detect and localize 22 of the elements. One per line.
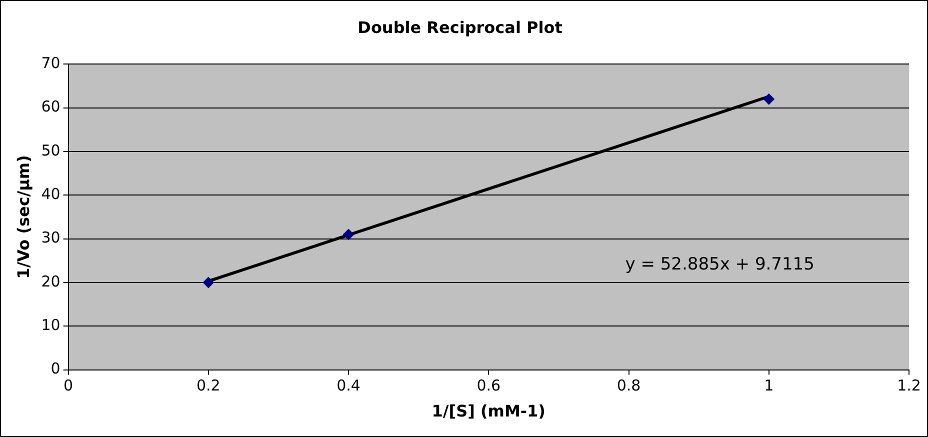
x-tick-label: 0.4 bbox=[336, 376, 360, 395]
x-axis-title: 1/[S] (mM-1) bbox=[432, 402, 546, 421]
point bbox=[202, 276, 214, 288]
x-tick-label: 1.2 bbox=[897, 376, 921, 395]
x-tick-label: 0.8 bbox=[616, 376, 641, 395]
x-tick-label: 0.2 bbox=[196, 376, 220, 395]
y-tick-label: 70 bbox=[41, 54, 60, 72]
y-axis-title: 1/Vo (sec/µm) bbox=[14, 155, 33, 279]
y-tick-label: 50 bbox=[41, 141, 60, 160]
y-tick-label: 0 bbox=[50, 360, 60, 378]
x-tick-label: 0.6 bbox=[476, 376, 501, 395]
point bbox=[343, 228, 354, 240]
y-tick-label: 60 bbox=[41, 98, 60, 116]
point bbox=[763, 94, 774, 105]
y-tick-label: 10 bbox=[41, 316, 60, 334]
y-tick-label: 30 bbox=[41, 228, 60, 247]
x-tick-label: 0 bbox=[64, 376, 74, 395]
x-tick-label: 1 bbox=[764, 376, 774, 395]
y-tick-label: 20 bbox=[41, 272, 60, 290]
y-tick-label: 40 bbox=[41, 185, 60, 204]
chart-title: Double Reciprocal Plot bbox=[358, 18, 563, 37]
annotation: y = 52.885x + 9.7115 bbox=[625, 254, 814, 274]
